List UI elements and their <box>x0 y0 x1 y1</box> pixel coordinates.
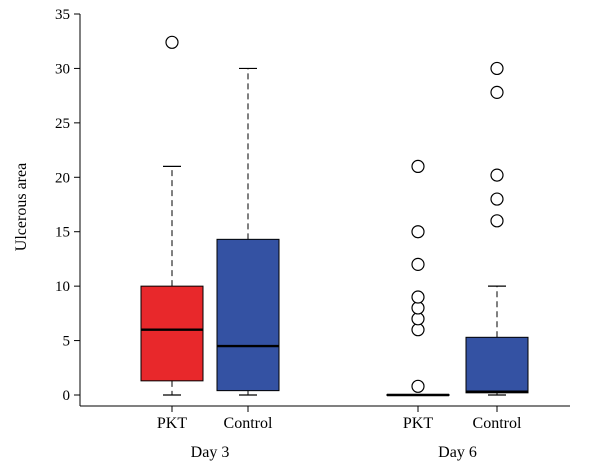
outlier-point <box>411 225 425 239</box>
category-label: Control <box>473 415 522 432</box>
box-1-1 <box>140 35 204 396</box>
outlier-point <box>411 379 425 393</box>
box-2-2 <box>465 61 529 396</box>
outlier-point <box>490 61 504 76</box>
outlier-point <box>411 257 425 271</box>
outlier-point <box>490 192 504 206</box>
box-iqr <box>216 238 280 392</box>
outlier-point <box>490 214 504 228</box>
outlier-point <box>411 323 425 337</box>
y-tick-label: 25 <box>55 116 70 132</box>
category-label: PKT <box>157 415 187 432</box>
y-tick-label: 5 <box>63 334 71 350</box>
y-axis: 0 5 10 15 20 25 30 35 <box>55 7 81 406</box>
box-iqr <box>140 285 204 382</box>
y-tick-label: 20 <box>55 170 70 186</box>
plot-area <box>140 35 529 397</box>
y-axis-label: Ulcerous area <box>13 163 30 251</box>
category-label: Control <box>224 415 273 432</box>
box-2-1 <box>386 159 450 397</box>
y-tick-label: 35 <box>55 7 70 23</box>
group-label: Day 6 <box>438 444 477 461</box>
group-label: Day 3 <box>191 444 230 461</box>
outlier-point <box>411 290 425 304</box>
outlier-point <box>165 35 179 49</box>
outlier-point <box>411 301 425 315</box>
y-tick-label: 15 <box>55 225 70 241</box>
outlier-point <box>490 85 504 99</box>
outlier-point <box>490 168 504 182</box>
outlier-point <box>411 312 425 326</box>
box-1-2 <box>216 67 280 396</box>
outlier-point <box>411 159 425 173</box>
box-iqr <box>465 336 529 394</box>
y-tick-label: 0 <box>63 388 71 404</box>
category-label: PKT <box>403 415 433 432</box>
y-tick-label: 10 <box>55 279 70 295</box>
y-tick-label: 30 <box>55 61 70 77</box>
